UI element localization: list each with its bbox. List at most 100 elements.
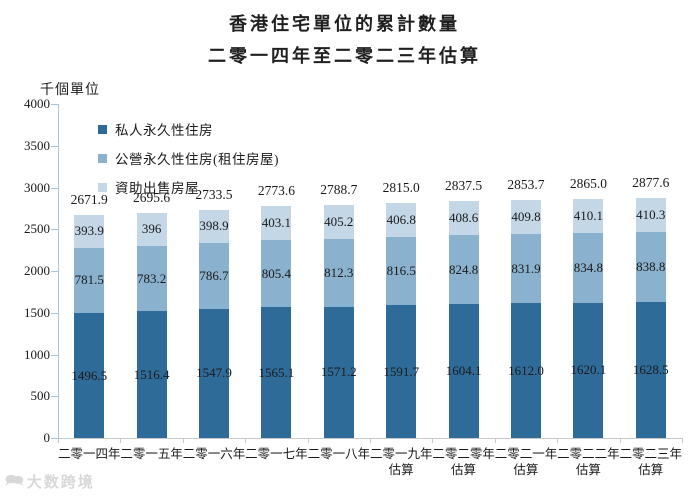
stacked-bar: 1628.5 838.8 410.3 2877.6 [632, 175, 669, 438]
bar-slot: 1516.4 783.2 396 2695.6 [120, 190, 182, 438]
segment-value-label: 1565.1 [258, 364, 295, 380]
stacked-bar: 1547.9 786.7 398.9 2733.5 [195, 187, 233, 438]
bar-segment-series-1: 781.5 [74, 247, 105, 314]
bar-segment-series-0: 1496.5 [71, 313, 107, 438]
x-axis-label: 二零二一年 估算 [495, 446, 558, 478]
segment-value-label: 1516.4 [133, 366, 170, 382]
bar-segment-series-0: 1571.2 [321, 306, 357, 438]
segment-value-label: 816.5 [386, 263, 416, 278]
segment-value-label: 393.9 [74, 223, 104, 239]
x-axis-label: 二零二二年 估算 [557, 446, 620, 478]
x-axis-label-year: 二零二零年 [432, 447, 495, 461]
y-axis-tick-mark [51, 354, 58, 356]
stacked-bar: 1516.4 783.2 396 2695.6 [133, 190, 170, 438]
y-axis-tick-label: 2500 [24, 221, 50, 237]
bar-segment-series-2: 409.8 [510, 199, 541, 234]
segment-value-label: 396 [141, 221, 162, 237]
stacked-bar: 1612.0 831.9 409.8 2853.7 [507, 177, 545, 438]
bar-segment-series-1: 831.9 [510, 233, 541, 304]
chart-legend: 私人永久性住房 公營永久性住房(租住房屋) 資助出售房屋 [98, 119, 279, 197]
bar-slot: 1571.2 812.3 405.2 2788.7 [308, 182, 370, 438]
y-axis-tick-mark [51, 396, 58, 398]
bar-segment-series-0: 1612.0 [508, 303, 544, 438]
x-axis-label-year: 二零二二年 [557, 447, 620, 461]
segment-value-label: 405.2 [324, 214, 354, 230]
y-axis-tick-mark [51, 438, 58, 439]
x-axis-label-note: 估算 [388, 463, 414, 477]
legend-label: 私人永久性住房 [115, 123, 213, 138]
bar-segment-series-1: 812.3 [323, 239, 354, 307]
bar-segment-series-2: 410.3 [635, 197, 666, 232]
bar-segment-series-0: 1547.9 [196, 308, 232, 438]
bar-segment-series-1: 838.8 [635, 232, 666, 303]
bar-segment-series-0: 1604.1 [446, 304, 481, 438]
bar-segment-series-0: 1516.4 [133, 311, 170, 438]
y-axis-tick-label: 4000 [24, 96, 50, 111]
y-axis-tick-label: 3500 [24, 137, 50, 153]
legend-label: 資助出售房屋 [115, 181, 199, 196]
bar-segment-series-0: 1565.1 [259, 307, 294, 438]
segment-value-label: 831.9 [511, 260, 541, 276]
bar-segment-series-2: 410.1 [573, 198, 604, 234]
x-axis-tick-mark [307, 439, 309, 443]
x-axis-tick-mark [370, 439, 371, 443]
watermark: 🗪︎ 大数跨境 [5, 471, 95, 492]
x-axis-tick-mark [182, 439, 184, 443]
x-axis-label-year: 二零一七年 [245, 447, 308, 461]
bar-slot: 1591.7 816.5 406.8 2815.0 [370, 180, 432, 438]
segment-value-label: 398.9 [199, 218, 229, 234]
stacked-bar: 1571.2 812.3 405.2 2788.7 [320, 182, 357, 438]
legend-item: 資助出售房屋 [98, 177, 279, 197]
x-axis-label-year: 二零一四年 [58, 447, 121, 461]
bar-segment-series-2: 408.6 [448, 201, 479, 236]
bar-slot: 1628.5 838.8 410.3 2877.6 [620, 175, 682, 438]
x-axis-label-year: 二零一六年 [182, 447, 246, 461]
y-axis-tick-mark [51, 104, 58, 105]
x-axis-tick-mark [120, 439, 122, 443]
y-axis-tick-label: 1500 [24, 304, 50, 320]
bar-segment-series-0: 1628.5 [632, 302, 669, 438]
x-axis-line [58, 438, 683, 439]
y-axis-tick-mark [51, 145, 58, 147]
watermark-text: 大数跨境 [26, 474, 95, 491]
bar-segment-series-2: 398.9 [198, 209, 229, 244]
bar-segment-series-2: 403.1 [261, 206, 292, 241]
bar-segment-series-1: 816.5 [386, 236, 417, 306]
bar-slot: 1604.1 824.8 408.6 2837.5 [432, 178, 494, 438]
segment-value-label: 1547.9 [196, 365, 232, 381]
x-axis-label: 二零一七年 [245, 446, 308, 478]
legend-swatch-icon [98, 124, 107, 134]
stacked-bar: 1604.1 824.8 408.6 2837.5 [445, 178, 482, 438]
bar-slot: 1565.1 805.4 403.1 2773.6 [245, 183, 307, 438]
stacked-bar: 1620.1 834.8 410.1 2865.0 [570, 176, 607, 438]
bar-total-label: 2865.0 [569, 175, 607, 191]
segment-value-label: 786.7 [199, 267, 229, 283]
x-axis-tick-mark [557, 439, 559, 443]
segment-value-label: 824.8 [448, 261, 479, 277]
x-axis-label-year: 二零二三年 [619, 447, 683, 461]
bar-total-label: 2788.7 [320, 182, 358, 198]
bar-total-label: 2671.9 [70, 191, 108, 207]
x-axis-tick-mark [432, 439, 434, 443]
legend-swatch-icon [98, 153, 107, 163]
stacked-bar: 1496.5 781.5 393.9 2671.9 [71, 192, 108, 438]
x-axis-labels: 二零一四年 二零一五年 二零一六年 二零一七年 二零一八年 二零一九年 估算 二零二零年 估算二… [58, 446, 682, 478]
y-axis-tick-label: 0 [43, 430, 51, 445]
x-axis-label-note: 估算 [451, 463, 477, 477]
bar-segment-series-2: 405.2 [323, 205, 354, 239]
segment-value-label: 781.5 [74, 272, 104, 288]
segment-value-label: 1628.5 [632, 362, 669, 378]
x-axis-tick-mark [619, 439, 621, 443]
segment-value-label: 403.1 [261, 215, 291, 231]
bar-segment-series-1: 824.8 [448, 235, 479, 305]
bar-segment-series-2: 396 [136, 212, 167, 246]
plot-area: 私人永久性住房 公營永久性住房(租住房屋) 資助出售房屋 1496.5 781.5 39… [58, 104, 682, 438]
segment-value-label: 834.8 [573, 259, 603, 275]
segment-value-label: 805.4 [261, 265, 291, 281]
segment-value-label: 1620.1 [570, 362, 607, 378]
segment-value-label: 783.2 [136, 270, 167, 286]
segment-value-label: 838.8 [636, 259, 666, 275]
stacked-bar: 1591.7 816.5 406.8 2815.0 [383, 180, 420, 438]
y-axis-tick-mark [51, 312, 58, 314]
